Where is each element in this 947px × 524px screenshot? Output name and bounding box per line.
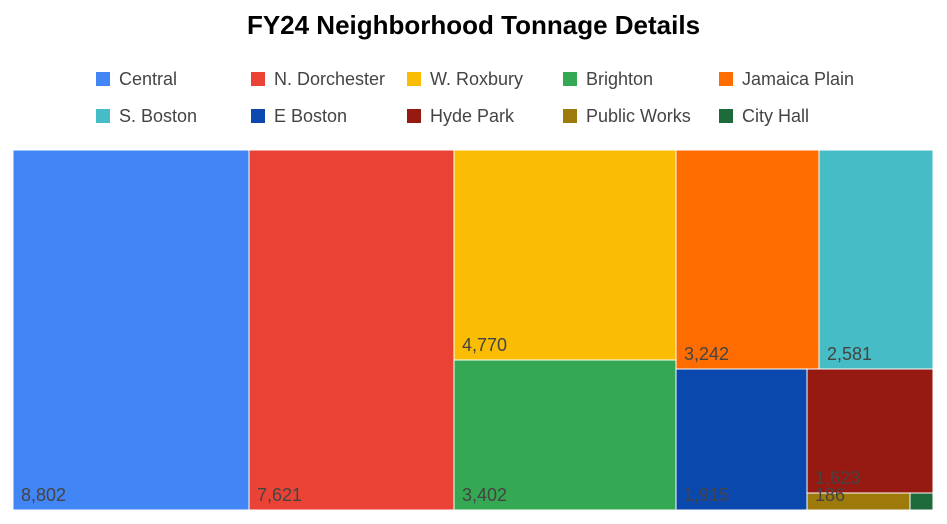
tile-rect <box>453 359 677 511</box>
legend-swatch <box>563 109 577 123</box>
legend-label: Public Works <box>586 105 691 126</box>
tile-s-boston: 2,581 <box>818 149 934 370</box>
tile-value-label: 1,915 <box>684 485 729 505</box>
tile-rect <box>675 368 808 511</box>
tile-value-label: 186 <box>815 485 845 505</box>
tile-value-label: 1,623 <box>815 468 860 488</box>
legend-item-s-boston: S. Boston <box>96 106 197 126</box>
legend-swatch <box>96 109 110 123</box>
tile-rect <box>248 149 455 511</box>
tile-value-label: 2,581 <box>827 344 872 364</box>
legend-swatch <box>251 109 265 123</box>
legend-swatch <box>719 72 733 86</box>
legend-item-e-boston: E Boston <box>251 106 347 126</box>
chart-title: FY24 Neighborhood Tonnage Details <box>246 10 701 40</box>
tile-hyde-park: 1,623 <box>806 368 934 494</box>
legend-label: N. Dorchester <box>274 68 386 89</box>
legend-item-brighton: Brighton <box>563 69 653 89</box>
tile-value-label: 3,402 <box>462 485 507 505</box>
legend-item-central: Central <box>96 69 177 89</box>
legend-swatch <box>563 72 577 86</box>
tile-value-label: 3,242 <box>684 344 729 364</box>
tile-e-boston: 1,915 <box>675 368 808 511</box>
tile-rect <box>12 149 250 511</box>
tile-jamaica-plain: 3,242 <box>675 149 820 370</box>
legend-label: Hyde Park <box>430 105 515 126</box>
tile-value-label: 8,802 <box>21 485 66 505</box>
tile-city-hall <box>909 492 934 511</box>
legend-swatch <box>251 72 265 86</box>
legend-label: W. Roxbury <box>430 68 524 89</box>
legend-item-jamaica-plain: Jamaica Plain <box>719 69 854 89</box>
tile-w-roxbury: 4,770 <box>453 149 677 361</box>
legend-label: E Boston <box>274 105 348 126</box>
tile-value-label: 7,621 <box>257 485 302 505</box>
tile-rect <box>806 368 934 494</box>
tile-rect <box>453 149 677 361</box>
tile-brighton: 3,402 <box>453 359 677 511</box>
legend-label: Jamaica Plain <box>742 68 855 89</box>
legend-item-n-dorchester: N. Dorchester <box>251 69 385 89</box>
legend-item-hyde-park: Hyde Park <box>407 106 514 126</box>
legend-label: Central <box>119 68 178 89</box>
legend-item-w-roxbury: W. Roxbury <box>407 69 523 89</box>
legend-swatch <box>719 109 733 123</box>
tile-n-dorchester: 7,621 <box>248 149 455 511</box>
legend-item-city-hall: City Hall <box>719 106 809 126</box>
legend-label: City Hall <box>742 105 810 126</box>
tile-rect <box>909 492 934 511</box>
tile-central: 8,802 <box>12 149 250 511</box>
legend-item-public-works: Public Works <box>563 106 691 126</box>
tile-rect <box>675 149 820 370</box>
legend-swatch <box>407 72 421 86</box>
tile-rect <box>818 149 934 370</box>
legend-swatch <box>407 109 421 123</box>
legend-label: S. Boston <box>119 105 198 126</box>
tile-public-works: 186 <box>806 485 911 511</box>
tile-value-label: 4,770 <box>462 335 507 355</box>
legend-label: Brighton <box>586 68 654 89</box>
legend-swatch <box>96 72 110 86</box>
